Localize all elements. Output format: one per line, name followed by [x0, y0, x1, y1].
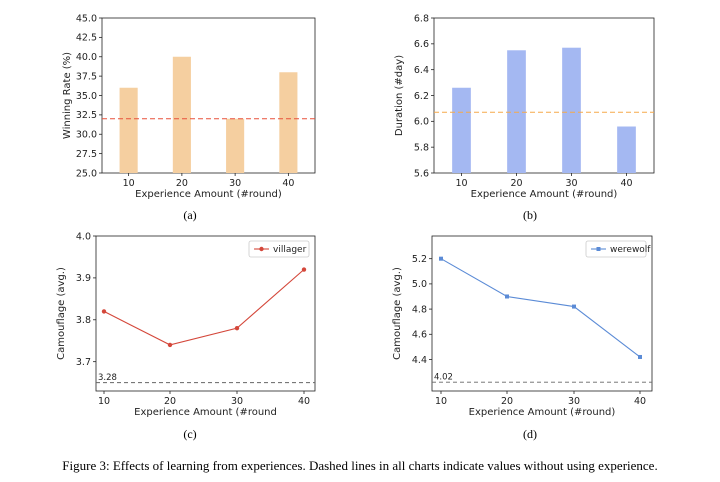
bar: [226, 118, 245, 173]
series-line: [103, 269, 305, 346]
x-tick-label: 10: [435, 396, 447, 407]
data-point: [167, 342, 173, 348]
bar: [617, 126, 636, 173]
baseline-value-label: 4.02: [434, 373, 453, 383]
plot-frame: [95, 235, 316, 392]
y-tick-label: 25.0: [76, 168, 97, 179]
subfigure-label: (c): [183, 427, 196, 441]
bar: [119, 87, 138, 173]
y-tick-label: 45.0: [76, 13, 97, 24]
subfigure-label: (d): [523, 427, 537, 441]
y-tick-label: 42.5: [76, 33, 97, 44]
bar: [279, 72, 298, 173]
x-tick-label: 20: [501, 396, 513, 407]
legend-label: werewolf: [610, 245, 651, 255]
plot-frame: [431, 235, 653, 392]
x-tick-label: 10: [455, 178, 467, 189]
x-axis-label: Experience Amount (#round): [471, 189, 618, 200]
y-tick-label: 6.6: [414, 39, 429, 50]
x-tick-label: 40: [620, 178, 632, 189]
data-point: [301, 267, 307, 272]
x-tick-label: 20: [176, 178, 188, 189]
x-tick-label: 40: [634, 396, 646, 407]
y-tick-label: 40.0: [76, 52, 97, 63]
chart-d: 4.4 4.6 4.8 5.0 5.2 10 20 30 40 Experience Amount…: [392, 235, 653, 441]
y-tick-label: 4.0: [76, 231, 91, 242]
y-axis-label: Camouflage (avg.): [56, 267, 67, 360]
x-tick-label: 40: [282, 178, 294, 189]
y-tick-label: 3.9: [76, 273, 91, 284]
figure-caption: Figure 3: Effects of learning from exper…: [62, 458, 658, 473]
y-tick-label: 3.8: [76, 315, 91, 326]
data-point: [505, 294, 509, 299]
bar: [452, 87, 471, 173]
legend-swatch-marker: [259, 246, 264, 252]
y-tick-label: 6.2: [414, 91, 429, 102]
y-tick-label: 4.8: [412, 304, 427, 315]
y-tick-label: 6.8: [414, 13, 429, 24]
y-tick-label: 5.0: [412, 279, 427, 290]
legend-swatch-marker: [596, 247, 601, 251]
legend: werewolf: [585, 240, 651, 258]
x-tick-label: 40: [298, 396, 310, 407]
series-line: [440, 258, 641, 358]
y-axis-label: Duration (#day): [394, 55, 405, 136]
legend-label: villager: [273, 245, 307, 255]
chart-a: 25.0 27.5 30.0 32.5 35.0 37.5 40.0 42.5 45.0 10 20…: [62, 13, 316, 222]
x-tick-label: 20: [164, 396, 176, 407]
data-point: [234, 325, 240, 331]
y-axis-label: Camouflage (avg.): [392, 267, 403, 360]
data-point: [439, 256, 443, 261]
data-point: [572, 304, 576, 309]
bar: [562, 47, 581, 174]
chart-c: 3.7 3.8 3.9 4.0 10 20 30 40 Experience Amount (#…: [56, 231, 316, 441]
subfigure-label: (a): [183, 208, 196, 222]
legend-box: [585, 240, 647, 258]
legend-box: [248, 240, 310, 258]
y-tick-label: 6.4: [414, 65, 429, 76]
y-tick-label: 32.5: [76, 110, 97, 121]
x-axis-label: Experience Amount (#round): [135, 189, 282, 200]
y-tick-label: 35.0: [76, 91, 97, 102]
y-tick-label: 4.6: [412, 330, 427, 341]
y-tick-label: 27.5: [76, 149, 97, 160]
data-point: [638, 354, 642, 359]
y-tick-label: 4.4: [412, 355, 427, 366]
x-tick-label: 30: [229, 178, 241, 189]
y-tick-label: 37.5: [76, 71, 97, 82]
x-tick-label: 30: [568, 396, 580, 407]
y-tick-label: 5.2: [412, 254, 427, 265]
bar: [507, 50, 526, 173]
data-point: [101, 309, 107, 314]
legend: villager: [248, 240, 310, 258]
y-tick-label: 6.0: [414, 117, 429, 128]
x-tick-label: 20: [510, 178, 522, 189]
y-tick-label: 5.6: [414, 168, 429, 179]
x-tick-label: 10: [123, 178, 135, 189]
chart-b: 5.6 5.8 6.0 6.2 6.4 6.6 6.8 10 20 30 40Experience …: [394, 13, 655, 222]
y-tick-label: 5.8: [414, 142, 429, 153]
x-axis-label: Experience Amount (#round: [134, 407, 277, 418]
x-tick-label: 30: [231, 396, 243, 407]
subfigure-label: (b): [523, 208, 537, 222]
x-axis-label: Experience Amount (#round): [469, 407, 616, 418]
baseline-value-label: 3.28: [98, 373, 117, 383]
y-tick-label: 30.0: [76, 130, 97, 141]
bar: [172, 56, 191, 173]
x-tick-label: 30: [565, 178, 577, 189]
y-axis-label: Winning Rate (%): [62, 52, 73, 139]
y-tick-label: 3.7: [76, 357, 91, 368]
x-tick-label: 10: [98, 396, 110, 407]
